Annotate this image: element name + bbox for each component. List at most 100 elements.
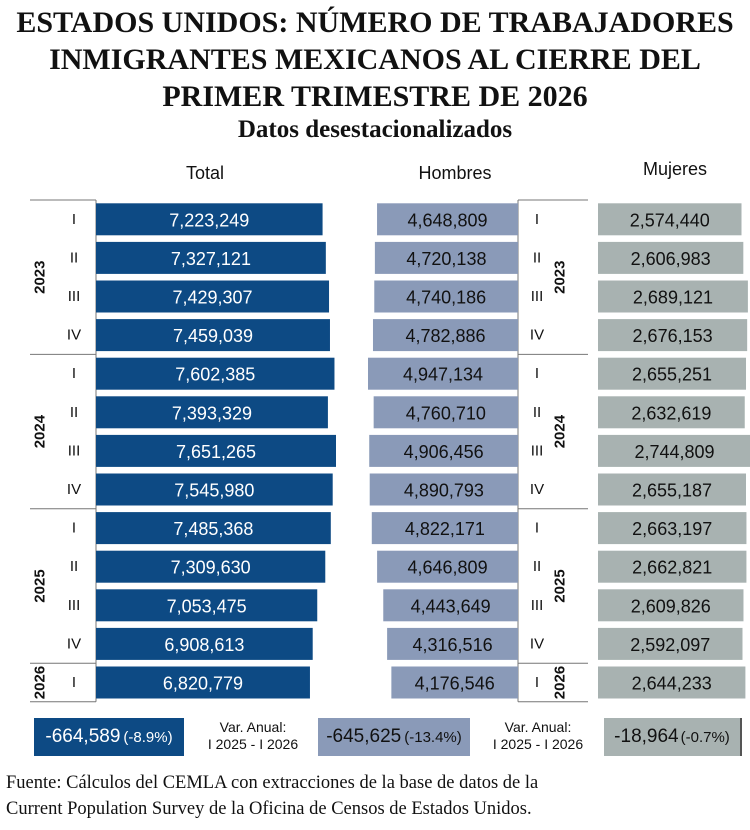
var-mujeres-value: -18,964: [614, 726, 679, 747]
data-label-hombres: 4,720,138: [406, 249, 486, 269]
year-label-right: 2024: [552, 414, 569, 448]
year-label-right: 2023: [552, 261, 569, 294]
data-label-hombres: 4,906,456: [404, 442, 484, 462]
source-note: Fuente: Cálculos del CEMLA con extraccio…: [6, 770, 746, 822]
quarter-label-left: IV: [67, 481, 81, 498]
bar-hombres: [374, 280, 518, 313]
year-label-left: 2026: [32, 666, 49, 699]
year-label-left: 2023: [32, 261, 49, 294]
bar-hombres: [373, 396, 518, 429]
quarter-label-left: I: [72, 365, 76, 382]
data-label-total: 7,223,249: [169, 210, 249, 230]
bar-mujeres: [598, 396, 745, 429]
source-line-1: Fuente: Cálculos del CEMLA con extraccio…: [6, 773, 539, 793]
bar-hombres: [391, 666, 518, 699]
title-line-1: ESTADOS UNIDOS: NÚMERO DE TRABAJADORES: [16, 6, 734, 39]
year-label-right: 2026: [552, 666, 569, 699]
data-label-mujeres: 2,663,197: [632, 519, 712, 539]
bar-total: [96, 434, 336, 467]
var-label-total-line2: I 2025 - I 2026: [207, 736, 299, 752]
var-hombres-box: -645,625 (-13.4%): [318, 718, 470, 756]
bar-mujeres: [598, 357, 747, 390]
data-label-mujeres: 2,676,153: [633, 326, 713, 346]
bar-total: [96, 319, 330, 352]
bar-hombres: [372, 319, 518, 352]
data-label-mujeres: 2,662,821: [632, 558, 712, 578]
quarter-label-right: II: [533, 249, 541, 266]
bar-hombres: [369, 473, 518, 506]
data-label-total: 7,429,307: [172, 288, 252, 308]
quarter-label-right: I: [535, 520, 539, 537]
quarter-label-left: III: [68, 442, 81, 459]
bar-hombres: [374, 241, 518, 274]
bar-total: [96, 666, 310, 699]
quarter-label-left: I: [72, 674, 76, 691]
bar-hombres: [383, 589, 518, 622]
column-header-total: Total: [185, 163, 225, 183]
bar-hombres: [377, 550, 518, 583]
quarter-label-right: I: [535, 365, 539, 382]
bar-hombres: [387, 627, 518, 660]
data-label-mujeres: 2,609,826: [631, 596, 711, 616]
data-label-hombres: 4,316,516: [413, 635, 493, 655]
bar-mujeres: [598, 550, 747, 583]
bar-mujeres: [598, 589, 744, 622]
var-mujeres-box: -18,964 (-0.7%): [604, 718, 742, 756]
bar-mujeres: [598, 241, 744, 274]
bar-total: [96, 396, 328, 429]
bar-total: [96, 550, 326, 583]
data-label-mujeres: 2,655,251: [632, 365, 712, 385]
source-line-2: Current Population Survey de la Oficina …: [6, 799, 532, 819]
bar-total: [96, 627, 313, 660]
quarter-label-left: II: [70, 404, 78, 421]
data-label-mujeres: 2,644,233: [632, 674, 712, 694]
chart-subtitle: Datos desestacionalizados: [237, 116, 513, 143]
quarter-label-right: IV: [530, 481, 544, 498]
var-total-pct: (-8.9%): [123, 728, 173, 746]
data-label-total: 7,545,980: [174, 481, 254, 501]
var-mujeres-pct: (-0.7%): [680, 728, 730, 746]
data-label-total: 6,908,613: [164, 635, 244, 655]
quarter-label-right: IV: [530, 635, 544, 652]
bar-total: [96, 203, 323, 236]
var-label-total: Var. Anual: I 2025 - I 2026: [193, 719, 313, 753]
data-label-mujeres: 2,689,121: [633, 288, 713, 308]
year-label-left: 2025: [32, 569, 49, 602]
data-label-hombres: 4,646,809: [408, 558, 488, 578]
data-label-mujeres: 2,655,187: [632, 481, 712, 501]
data-label-hombres: 4,782,886: [405, 326, 485, 346]
data-label-total: 7,393,329: [172, 403, 252, 423]
bar-mujeres: [598, 512, 747, 545]
data-label-hombres: 4,760,710: [406, 403, 486, 423]
bar-mujeres: [598, 473, 747, 506]
data-label-hombres: 4,890,793: [404, 481, 484, 501]
data-label-hombres: 4,740,186: [406, 288, 486, 308]
data-label-hombres: 4,176,546: [415, 674, 495, 694]
quarter-label-left: I: [72, 520, 76, 537]
quarter-label-right: IV: [530, 327, 544, 344]
bar-total: [96, 280, 330, 313]
quarter-label-right: I: [535, 211, 539, 228]
quarter-label-right: II: [533, 404, 541, 421]
year-label-right: 2025: [552, 569, 569, 602]
bar-mujeres: [598, 666, 746, 699]
data-label-total: 7,602,385: [175, 365, 255, 385]
quarter-label-left: I: [72, 211, 76, 228]
data-label-hombres: 4,822,171: [405, 519, 485, 539]
bar-hombres: [369, 434, 518, 467]
var-label-hombres-line1: Var. Anual:: [504, 719, 572, 735]
data-label-hombres: 4,648,809: [407, 210, 487, 230]
var-hombres-pct: (-13.4%): [404, 728, 462, 746]
bar-total: [96, 473, 333, 506]
quarter-label-right: II: [533, 558, 541, 575]
data-label-hombres: 4,947,134: [403, 365, 483, 385]
quarter-label-left: III: [68, 597, 81, 614]
bar-hombres: [377, 203, 518, 236]
title-line-3: PRIMER TRIMESTRE DE 2026: [162, 80, 588, 113]
title-line-2: INMIGRANTES MEXICANOS AL CIERRE DEL: [49, 43, 701, 76]
year-label-left: 2024: [32, 414, 49, 448]
bar-hombres: [368, 357, 518, 390]
data-label-mujeres: 2,606,983: [631, 249, 711, 269]
var-label-hombres: Var. Anual: I 2025 - I 2026: [478, 719, 598, 753]
